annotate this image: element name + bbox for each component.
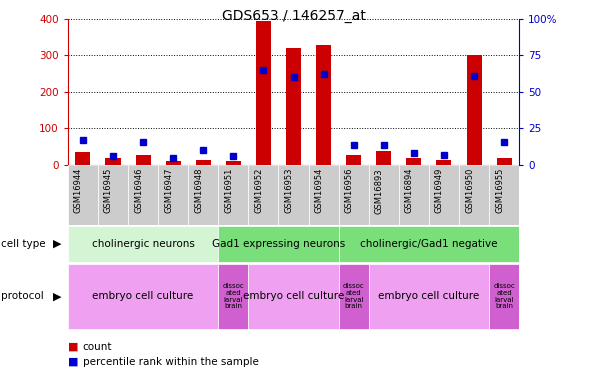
Bar [316,45,331,165]
FancyBboxPatch shape [339,165,369,225]
Text: GDS653 / 146257_at: GDS653 / 146257_at [222,9,365,23]
Bar [346,155,361,165]
Text: GSM16944: GSM16944 [74,168,83,213]
Bar [376,151,391,165]
Text: GSM16893: GSM16893 [375,168,384,214]
Text: cholinergic neurons: cholinergic neurons [91,239,195,249]
FancyBboxPatch shape [278,165,309,225]
Text: dissoc
ated
larval
brain: dissoc ated larval brain [343,284,365,309]
Text: protocol: protocol [1,291,43,301]
Bar [196,159,211,165]
Text: embryo cell culture: embryo cell culture [243,291,344,301]
FancyBboxPatch shape [128,165,158,225]
Text: dissoc
ated
larval
brain: dissoc ated larval brain [493,284,515,309]
Text: GSM16955: GSM16955 [495,168,504,213]
Text: GSM16946: GSM16946 [134,168,143,213]
Text: GSM16949: GSM16949 [435,168,444,213]
Text: GSM16945: GSM16945 [104,168,113,213]
Text: GSM16948: GSM16948 [194,168,203,213]
FancyBboxPatch shape [248,264,339,328]
Text: cell type: cell type [1,239,45,249]
Text: embryo cell culture: embryo cell culture [93,291,194,301]
FancyBboxPatch shape [309,165,339,225]
Bar [136,155,150,165]
Bar [106,158,120,165]
Bar [437,159,451,165]
Text: cholinergic/Gad1 negative: cholinergic/Gad1 negative [360,239,498,249]
Bar [286,48,301,165]
FancyBboxPatch shape [158,165,188,225]
FancyBboxPatch shape [68,165,98,225]
Text: GSM16954: GSM16954 [314,168,323,213]
Text: ■: ■ [68,342,78,352]
Text: GSM16947: GSM16947 [164,168,173,213]
Text: ▶: ▶ [54,239,62,249]
Text: embryo cell culture: embryo cell culture [378,291,480,301]
Text: GSM16950: GSM16950 [465,168,474,213]
Text: GSM16952: GSM16952 [254,168,263,213]
Bar [76,152,90,165]
Text: percentile rank within the sample: percentile rank within the sample [83,357,258,367]
Text: GSM16894: GSM16894 [405,168,414,213]
FancyBboxPatch shape [489,165,519,225]
FancyBboxPatch shape [369,264,489,328]
FancyBboxPatch shape [218,226,339,262]
Bar [166,160,181,165]
Text: count: count [83,342,112,352]
Bar [497,158,512,165]
Text: Gad1 expressing neurons: Gad1 expressing neurons [212,239,345,249]
FancyBboxPatch shape [339,264,369,328]
FancyBboxPatch shape [429,165,459,225]
Text: GSM16951: GSM16951 [224,168,233,213]
Text: GSM16956: GSM16956 [345,168,354,213]
Bar [407,158,421,165]
FancyBboxPatch shape [248,165,278,225]
Bar [256,21,271,165]
FancyBboxPatch shape [459,165,489,225]
FancyBboxPatch shape [369,165,399,225]
Bar [226,161,241,165]
FancyBboxPatch shape [68,226,218,262]
Text: ■: ■ [68,357,78,367]
Bar [467,55,481,165]
FancyBboxPatch shape [188,165,218,225]
Text: GSM16953: GSM16953 [284,168,293,213]
FancyBboxPatch shape [68,264,218,328]
Text: ▶: ▶ [54,291,62,301]
FancyBboxPatch shape [218,165,248,225]
FancyBboxPatch shape [98,165,128,225]
FancyBboxPatch shape [339,226,519,262]
FancyBboxPatch shape [489,264,519,328]
Text: dissoc
ated
larval
brain: dissoc ated larval brain [222,284,244,309]
FancyBboxPatch shape [218,264,248,328]
FancyBboxPatch shape [399,165,429,225]
